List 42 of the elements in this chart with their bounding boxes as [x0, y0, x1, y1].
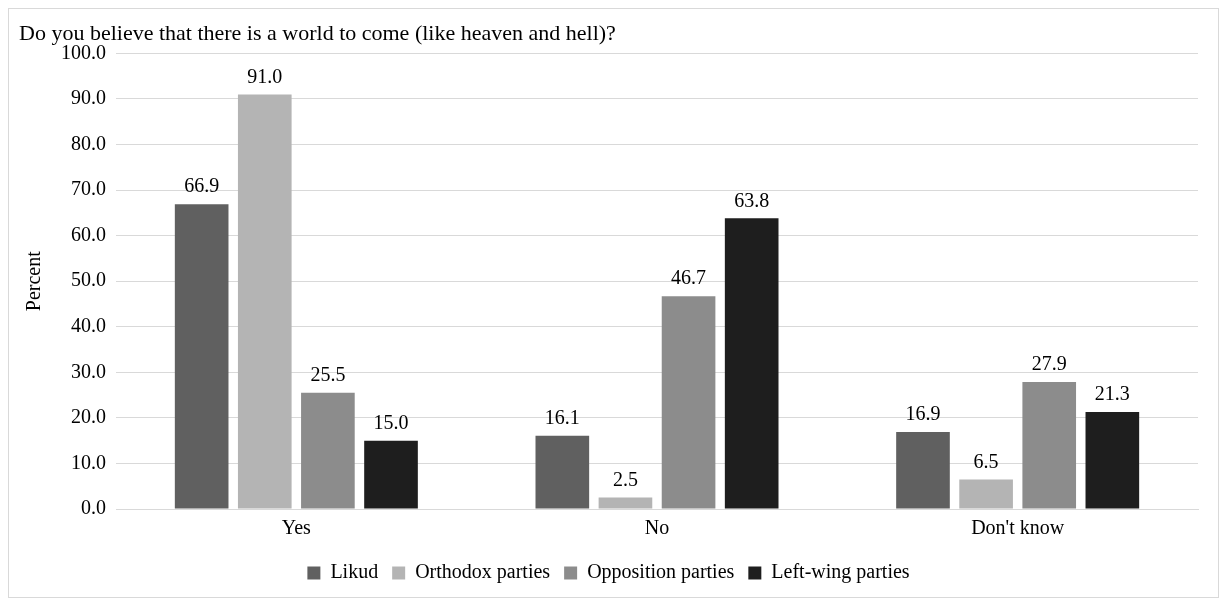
legend-label: Left-wing parties [771, 560, 910, 584]
bar [535, 435, 590, 509]
x-tick-label: No [644, 516, 670, 539]
y-tick-label: 60.0 [71, 222, 106, 245]
data-label: 63.8 [734, 188, 770, 211]
y-tick-label: 80.0 [71, 131, 106, 154]
x-tick-label: Don't know [971, 516, 1065, 539]
data-label: 91.0 [247, 64, 283, 87]
data-label: 16.1 [544, 405, 580, 428]
bar [301, 392, 355, 509]
bar [364, 440, 418, 509]
data-label: 66.9 [184, 174, 220, 197]
data-label: 2.5 [612, 467, 638, 490]
y-tick-label: 30.0 [71, 359, 106, 382]
bar [724, 218, 779, 509]
bar [174, 204, 229, 509]
y-axis-title: Percent [22, 250, 45, 312]
data-label: 21.3 [1094, 382, 1130, 405]
x-tick-label: Yes [281, 516, 312, 539]
bar [598, 497, 653, 509]
data-label: 27.9 [1031, 352, 1067, 375]
data-label: 25.5 [310, 363, 346, 386]
bar [1022, 381, 1077, 509]
bar [237, 94, 292, 509]
legend-label: Orthodox parties [415, 560, 551, 584]
y-tick-label: 0.0 [81, 496, 106, 519]
data-label: 46.7 [671, 266, 707, 289]
bar [1085, 411, 1140, 509]
y-tick-label: 20.0 [71, 405, 106, 428]
bar [959, 479, 1013, 509]
bar [896, 432, 950, 509]
data-label: 15.0 [373, 410, 409, 433]
bar [661, 296, 716, 509]
y-tick-label: 10.0 [71, 450, 106, 473]
data-label: 6.5 [973, 449, 999, 472]
y-tick-label: 50.0 [71, 268, 106, 291]
y-tick-label: 40.0 [71, 314, 106, 337]
legend-label: Likud [330, 560, 379, 583]
legend-label: Opposition parties [587, 560, 735, 584]
y-tick-label: 90.0 [71, 86, 106, 109]
y-tick-label: 70.0 [71, 177, 106, 200]
data-label: 16.9 [905, 402, 941, 425]
